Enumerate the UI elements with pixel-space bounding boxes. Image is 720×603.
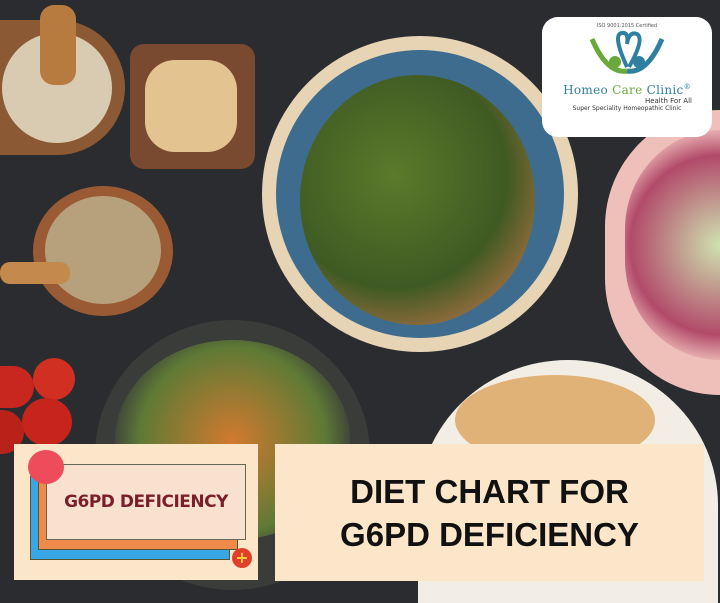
title-box: DIET CHART FOR G6PD DEFICIENCY: [275, 444, 704, 581]
title-line-2: G6PD DEFICIENCY: [340, 515, 639, 553]
logo-certification: ISO 9001:2015 Certified: [596, 23, 658, 29]
badge-label-box: G6PD DEFICIENCY: [46, 464, 246, 540]
badge-label: G6PD DEFICIENCY: [64, 492, 228, 512]
mascot-icon: [28, 450, 64, 484]
g6pd-badge: G6PD DEFICIENCY +: [14, 444, 258, 580]
logo-subtitle: Super Speciality Homeopathic Clinic: [572, 105, 682, 112]
tomato: [22, 398, 72, 446]
cashews: [145, 60, 237, 152]
plus-icon: +: [232, 548, 252, 568]
wooden-spoon: [0, 262, 70, 284]
logo-name-homeo: Homeo: [563, 83, 613, 97]
title-line-1: DIET CHART FOR: [350, 472, 629, 510]
heart-people-icon: [589, 30, 665, 74]
clinic-logo: ISO 9001:2015 Certified Homeo Care Clini…: [542, 17, 712, 137]
logo-name-care: Care: [612, 83, 643, 97]
vegetables: [300, 75, 535, 325]
tomato: [33, 358, 75, 400]
wooden-scoop: [40, 5, 76, 85]
logo-tagline: Health For All: [644, 97, 692, 105]
logo-name: Homeo Care Clinic®: [542, 83, 712, 97]
registered-mark: ®: [683, 83, 691, 91]
tomato: [0, 366, 34, 408]
logo-name-clinic: Clinic: [642, 83, 684, 97]
sunflower-seeds: [45, 196, 161, 304]
